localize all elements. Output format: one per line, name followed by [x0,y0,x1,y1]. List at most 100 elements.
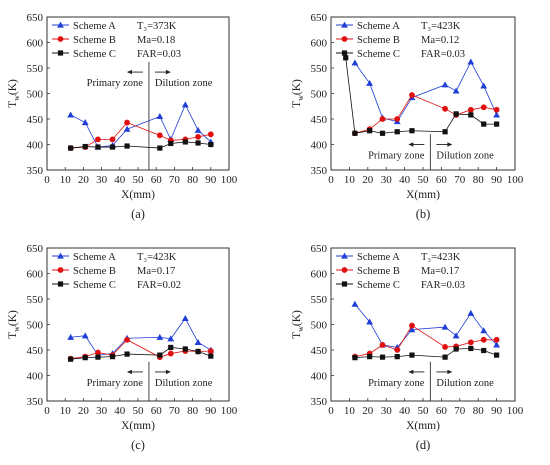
y-axis-label-unit: (K) [7,310,19,326]
legend-marker [341,36,348,42]
data-point [367,128,373,134]
y-axis-label: Tw(K) [291,79,305,108]
legend-entry: Scheme A [73,21,116,32]
x-tick-label: 60 [436,405,448,417]
x-tick-label: 60 [151,174,163,186]
data-point [467,106,474,113]
data-point [182,139,188,145]
data-point [195,140,201,146]
data-point [351,300,359,307]
legend: Scheme A T₃=423K Scheme B Ma=0.12 Scheme C FA… [336,21,465,60]
chart-panel-4: 0 10 20 30 40 50 60 70 80 90 100 350 400 450 500 550 600… [291,243,524,452]
x-tick-label: 30 [96,174,108,186]
data-point [208,141,214,148]
legend-entry: Scheme C [73,280,116,291]
data-point [352,130,358,136]
y-axis-label-subscript: w [12,95,21,101]
x-tick-label: 30 [96,405,108,417]
data-point [109,136,116,143]
x-tick-label: 90 [491,174,503,186]
data-point [95,354,101,360]
y-tick-label: 650 [27,12,44,24]
y-tick-label: 650 [27,243,44,255]
y-tick-label: 350 [311,396,328,408]
data-point [82,355,88,361]
x-tick-label: 0 [328,174,334,186]
x-tick-label: 80 [187,405,199,417]
data-point [351,59,359,66]
data-point [379,130,386,136]
data-point [468,112,474,118]
y-axis-label: Tw(K) [7,310,21,339]
data-point [379,342,386,348]
data-point [182,346,188,352]
y-axis-label-unit: (K) [291,79,303,95]
data-point [493,111,500,118]
series-scheme-b [67,119,214,151]
legend-marker [341,281,348,287]
y-tick-label: 450 [27,345,44,357]
dilution-zone-arrowhead [165,69,171,75]
x-tick-label: 20 [78,405,90,417]
legend-marker [57,267,64,273]
series-line [354,94,497,134]
legend-marker [57,252,64,259]
y-axis-label-subscript: w [296,326,305,332]
data-point [67,333,75,340]
x-tick-label: 20 [362,405,374,417]
y-tick-label: 450 [311,114,328,126]
series-scheme-a [351,300,500,351]
x-tick-label: 100 [507,405,524,417]
data-point [394,116,401,122]
data-point [480,104,487,111]
y-axis-label-main: T [291,101,303,108]
data-point [441,323,449,330]
x-tick-label: 30 [381,405,393,417]
data-point [453,346,459,352]
x-tick-label: 40 [399,405,411,417]
data-point [467,309,475,316]
condition-label: FAR=0.03 [421,49,465,60]
series-line [70,122,211,149]
x-tick-label: 100 [221,174,238,186]
data-point [352,355,358,361]
condition-label: FAR=0.02 [137,280,181,291]
x-tick-label: 80 [187,174,199,186]
series-scheme-c [68,139,214,151]
legend-entry: Scheme A [357,21,400,32]
y-tick-label: 650 [311,12,328,24]
data-point [409,352,415,358]
x-tick-label: 0 [328,405,334,417]
data-point [408,326,416,333]
y-tick-label: 550 [311,294,328,306]
condition-label: Ma=0.17 [421,266,459,277]
y-tick-label: 350 [27,396,44,408]
x-tick-label: 100 [221,405,238,417]
data-point [366,79,374,86]
y-tick-label: 500 [311,89,328,101]
data-point [379,354,386,360]
data-point [481,121,487,127]
x-tick-label: 90 [205,405,217,417]
legend-marker [341,252,348,259]
y-tick-label: 400 [27,371,44,383]
y-axis-label-main: T [291,332,303,339]
legend-marker [341,267,348,273]
primary-zone-arrowhead [408,142,414,147]
x-axis-label: X(mm) [406,420,440,432]
data-point [124,351,130,357]
x-tick-label: 60 [436,174,448,186]
data-point [442,105,448,112]
series-line [70,317,212,356]
primary-zone-label: Primary zone [87,78,144,89]
primary-zone-label: Primary zone [87,378,144,389]
y-axis-label-unit: (K) [7,79,19,95]
y-tick-label: 500 [27,320,44,332]
y-axis-label-main: T [7,332,19,339]
x-tick-label: 50 [133,405,145,417]
data-point [123,125,131,132]
x-tick-label: 10 [344,405,356,417]
data-point [394,347,401,353]
condition-label: FAR=0.03 [421,280,465,291]
x-tick-label: 80 [473,174,485,186]
